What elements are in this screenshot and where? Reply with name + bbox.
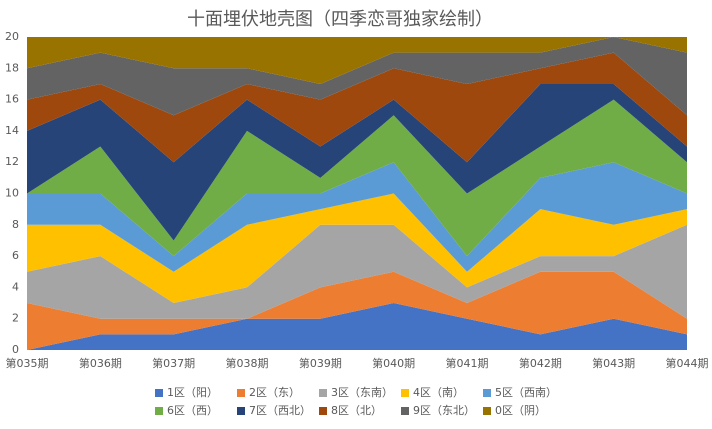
legend-label: 1区（阳） xyxy=(167,386,218,399)
area xyxy=(27,52,687,163)
area xyxy=(27,99,687,257)
x-tick-label: 第040期 xyxy=(372,356,415,370)
x-tick-label: 第041期 xyxy=(446,356,489,370)
area xyxy=(27,224,687,319)
x-tick-label: 第037期 xyxy=(152,356,195,370)
y-tick-label: 6 xyxy=(12,249,19,262)
legend-swatch xyxy=(483,389,491,397)
legend-swatch xyxy=(401,389,409,397)
x-tick-label: 第038期 xyxy=(226,356,269,370)
area xyxy=(27,83,687,241)
area xyxy=(27,193,687,304)
y-tick-label: 8 xyxy=(12,218,19,231)
legend-swatch xyxy=(237,407,245,415)
legend-swatch xyxy=(237,389,245,397)
y-tick-label: 4 xyxy=(12,280,19,293)
y-tick-label: 10 xyxy=(5,187,19,200)
legend-swatch xyxy=(401,407,409,415)
legend-swatch xyxy=(155,407,163,415)
y-tick-label: 2 xyxy=(12,312,19,325)
area xyxy=(27,37,687,84)
legend-label: 5区（西南） xyxy=(495,386,557,399)
legend-swatch xyxy=(319,389,327,397)
legend-label: 0区（阴） xyxy=(495,404,546,417)
chart-title: 十面埋伏地壳图（四季恋哥独家绘制） xyxy=(187,8,493,30)
legend-label: 8区（北） xyxy=(331,404,382,417)
x-tick-label: 第039期 xyxy=(299,356,342,370)
legend-swatch xyxy=(319,407,327,415)
y-tick-label: 14 xyxy=(5,124,19,137)
x-tick-label: 第036期 xyxy=(79,356,122,370)
legend-swatch xyxy=(483,407,491,415)
legend-label: 4区（南） xyxy=(413,386,464,399)
area xyxy=(27,303,687,350)
y-tick-label: 16 xyxy=(5,93,19,106)
x-tick-label: 第044期 xyxy=(666,356,709,370)
area xyxy=(27,37,687,116)
legend-label: 9区（东北） xyxy=(413,404,475,417)
legend-label: 7区（西北） xyxy=(249,404,311,417)
legend-label: 2区（东） xyxy=(249,386,300,399)
y-tick-label: 0 xyxy=(12,343,19,356)
y-tick-label: 18 xyxy=(5,61,19,74)
area xyxy=(27,271,687,350)
y-tick-label: 20 xyxy=(5,30,19,43)
legend-swatch xyxy=(155,389,163,397)
x-tick-label: 第043期 xyxy=(592,356,635,370)
x-tick-label: 第042期 xyxy=(519,356,562,370)
legend-label: 3区（东南） xyxy=(331,386,393,399)
legend-label: 6区（西） xyxy=(167,404,218,417)
x-tick-label: 第035期 xyxy=(6,356,49,370)
area xyxy=(27,162,687,272)
y-tick-label: 12 xyxy=(5,155,19,168)
